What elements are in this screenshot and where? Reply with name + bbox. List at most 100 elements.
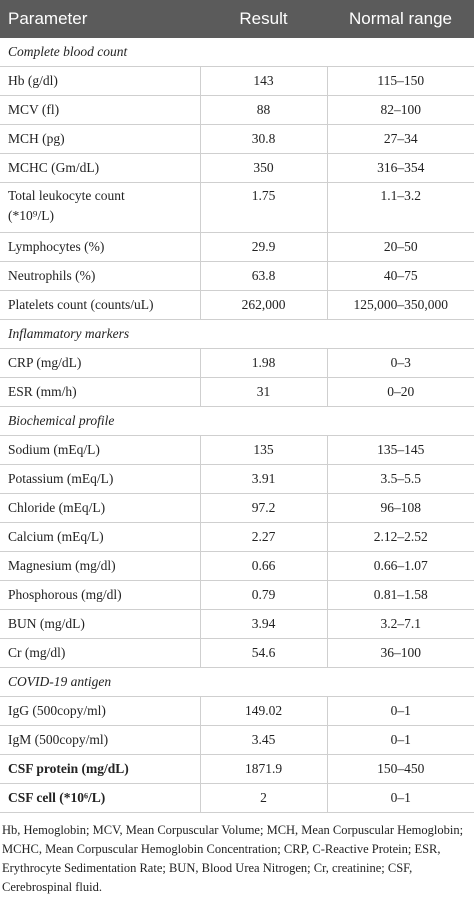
parameter: Calcium (mEq/L) (0, 522, 200, 552)
section-title: COVID-19 antigen (0, 667, 474, 697)
normal-range: 0–1 (326, 696, 474, 726)
normal-range: 2.12–2.52 (326, 522, 474, 552)
data-row: CRP (mg/dL) 1.98 0–3 (0, 348, 474, 378)
result: 2.27 (199, 522, 327, 552)
result: 0.79 (199, 580, 327, 610)
header-row: Parameter Result Normal range (0, 0, 474, 38)
data-row: MCHC (Gm/dL) 350 316–354 (0, 153, 474, 183)
parameter: MCV (fl) (0, 95, 200, 125)
result: 149.02 (199, 696, 327, 726)
parameter: BUN (mg/dL) (0, 609, 200, 639)
parameter-text: Total leukocyte count (*10⁹/L) (8, 188, 125, 223)
section-title: Biochemical profile (0, 406, 474, 436)
data-row: MCH (pg) 30.8 27–34 (0, 124, 474, 154)
parameter: ESR (mm/h) (0, 377, 200, 407)
data-row: Lymphocytes (%) 29.9 20–50 (0, 232, 474, 262)
normal-range: 0–20 (326, 377, 474, 407)
data-row: Total leukocyte count (*10⁹/L) 1.75 1.1–3.… (0, 182, 474, 233)
normal-range: 150–450 (326, 754, 474, 784)
parameter: Hb (g/dl) (0, 66, 200, 96)
data-row: CSF protein (mg/dL) 1871.9 150–450 (0, 754, 474, 784)
parameter: MCHC (Gm/dL) (0, 153, 200, 183)
parameter: Sodium (mEq/L) (0, 435, 200, 465)
normal-range: 40–75 (326, 261, 474, 291)
data-row: Phosphorous (mg/dl) 0.79 0.81–1.58 (0, 580, 474, 610)
result: 30.8 (199, 124, 327, 154)
parameter: Phosphorous (mg/dl) (0, 580, 200, 610)
normal-range: 3.5–5.5 (326, 464, 474, 494)
data-row: IgG (500copy/ml) 149.02 0–1 (0, 696, 474, 726)
normal-range: 115–150 (326, 66, 474, 96)
normal-range: 0–1 (326, 725, 474, 755)
normal-range: 3.2–7.1 (326, 609, 474, 639)
normal-range: 125,000–350,000 (326, 290, 474, 320)
result: 1871.9 (199, 754, 327, 784)
normal-range: 96–108 (326, 493, 474, 523)
result: 31 (199, 377, 327, 407)
normal-range: 135–145 (326, 435, 474, 465)
result: 1.75 (199, 182, 327, 233)
table-body: Complete blood count Hb (g/dl) 143 115–150 M… (0, 38, 474, 813)
data-row: ESR (mm/h) 31 0–20 (0, 377, 474, 407)
result: 2 (199, 783, 327, 813)
result: 143 (199, 66, 327, 96)
normal-range: 0.66–1.07 (326, 551, 474, 581)
normal-range: 0.81–1.58 (326, 580, 474, 610)
data-row: Calcium (mEq/L) 2.27 2.12–2.52 (0, 522, 474, 552)
result: 88 (199, 95, 327, 125)
result: 3.94 (199, 609, 327, 639)
parameter: Potassium (mEq/L) (0, 464, 200, 494)
result: 1.98 (199, 348, 327, 378)
parameter: CSF cell (*10⁶/L) (0, 783, 200, 813)
result: 3.91 (199, 464, 327, 494)
parameter: Platelets count (counts/uL) (0, 290, 200, 320)
result: 135 (199, 435, 327, 465)
parameter: MCH (pg) (0, 124, 200, 154)
column-header: Result (200, 0, 327, 38)
normal-range: 82–100 (326, 95, 474, 125)
result: 350 (199, 153, 327, 183)
parameter: Lymphocytes (%) (0, 232, 200, 262)
parameter: IgG (500copy/ml) (0, 696, 200, 726)
parameter: IgM (500copy/ml) (0, 725, 200, 755)
data-row: Magnesium (mg/dl) 0.66 0.66–1.07 (0, 551, 474, 581)
data-row: Neutrophils (%) 63.8 40–75 (0, 261, 474, 291)
column-header: Parameter (0, 0, 200, 38)
normal-range: 27–34 (326, 124, 474, 154)
result: 97.2 (199, 493, 327, 523)
section-title: Inflammatory markers (0, 319, 474, 349)
parameter: Total leukocyte count (*10⁹/L) (0, 182, 200, 233)
data-row: Hb (g/dl) 143 115–150 (0, 66, 474, 96)
footnote: Hb, Hemoglobin; MCV, Mean Corpuscular Vo… (2, 823, 464, 894)
parameter: Magnesium (mg/dl) (0, 551, 200, 581)
parameter: Cr (mg/dl) (0, 638, 200, 668)
normal-range: 0–3 (326, 348, 474, 378)
data-row: BUN (mg/dL) 3.94 3.2–7.1 (0, 609, 474, 639)
result: 63.8 (199, 261, 327, 291)
parameter: CRP (mg/dL) (0, 348, 200, 378)
normal-range: 0–1 (326, 783, 474, 813)
result: 54.6 (199, 638, 327, 668)
normal-range: 20–50 (326, 232, 474, 262)
data-row: CSF cell (*10⁶/L) 2 0–1 (0, 783, 474, 813)
results-table: Parameter Result Normal range Complete b… (0, 0, 474, 813)
parameter: Chloride (mEq/L) (0, 493, 200, 523)
result: 0.66 (199, 551, 327, 581)
data-row: Platelets count (counts/uL) 262,000 125,00… (0, 290, 474, 320)
normal-range: 316–354 (326, 153, 474, 183)
data-row: Sodium (mEq/L) 135 135–145 (0, 435, 474, 465)
section-row: Complete blood count (0, 38, 474, 67)
result: 3.45 (199, 725, 327, 755)
section-row: Biochemical profile (0, 406, 474, 436)
column-header: Normal range (327, 0, 474, 38)
data-row: IgM (500copy/ml) 3.45 0–1 (0, 725, 474, 755)
result: 262,000 (199, 290, 327, 320)
data-row: Potassium (mEq/L) 3.91 3.5–5.5 (0, 464, 474, 494)
result: 29.9 (199, 232, 327, 262)
section-title: Complete blood count (0, 38, 474, 67)
data-row: MCV (fl) 88 82–100 (0, 95, 474, 125)
normal-range: 1.1–3.2 (326, 182, 474, 233)
data-row: Chloride (mEq/L) 97.2 96–108 (0, 493, 474, 523)
parameter: Neutrophils (%) (0, 261, 200, 291)
